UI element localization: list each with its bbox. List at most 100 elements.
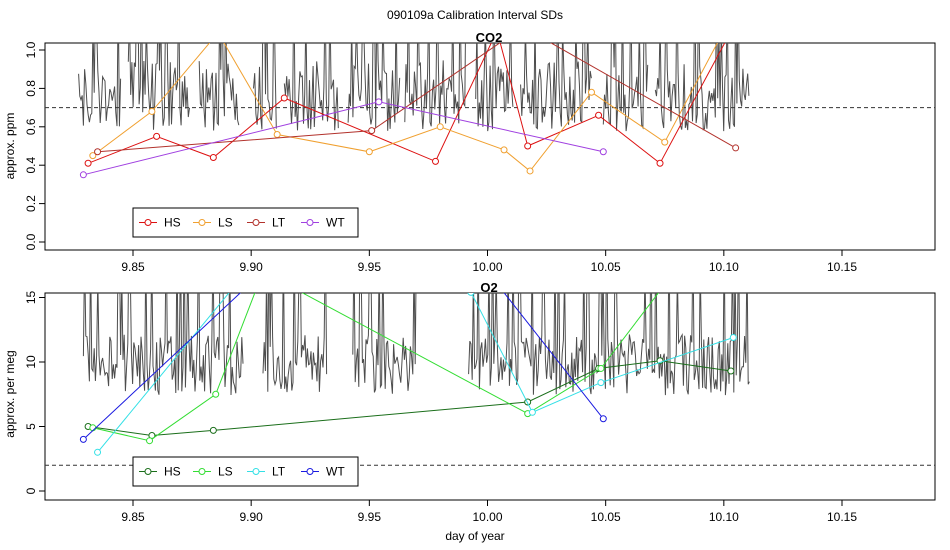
co2-legend-label-hs: HS [164,216,181,230]
co2-x-tick-label: 9.85 [121,260,145,274]
co2-trace-segment [253,43,277,130]
co2-series-ls-point [587,88,595,96]
o2-x-tick-label: 10.10 [709,510,739,524]
co2-x-tick-label: 10.00 [472,260,502,274]
co2-legend-label-ls: LS [218,216,233,230]
co2-y-tick-label: 0.0 [24,233,38,250]
co2-series-hs-point [209,154,217,162]
co2-plot-frame [44,42,936,251]
co2-series-lt-point [732,144,740,152]
o2-x-tick-label: 9.95 [358,510,382,524]
x-axis-label: day of year [445,529,504,543]
o2-x-tick-label: 10.05 [591,510,621,524]
co2-series-ls-point [273,130,281,138]
co2-trace-segment [283,43,339,131]
o2-x-tick-label: 9.90 [239,510,263,524]
co2-series-ls-point [148,107,156,115]
o2-y-tick-label: 10 [24,355,38,369]
co2-legend-marker-ls [198,219,206,226]
co2-y-tick-label: 0.6 [24,118,38,135]
o2-y-axis-label: approx. per meg [3,350,17,437]
o2-legend-label-hs: HS [164,465,181,479]
o2-series-lt-point [94,448,102,456]
o2-series-ls-line [92,293,659,442]
co2-x-tick-label: 10.10 [709,260,739,274]
o2-y-tick-label: 0 [24,487,38,494]
co2-plot-area [45,24,935,179]
co2-series-ls-point [721,28,727,34]
o2-series-lt-point [729,333,737,341]
o2-series-wt-point [79,435,87,443]
o2-panel-title: O2 [480,280,497,295]
co2-series-hs-point [432,157,440,165]
o2-series-ls-point [697,282,703,288]
o2-series-ls-point [597,364,605,372]
co2-trace-segment [198,43,240,131]
o2-legend-box [132,456,359,487]
co2-series-hs-line [87,43,726,165]
o2-legend-marker-hs [144,468,152,475]
co2-series-wt-point [79,171,87,179]
co2-series-hs-point [153,132,161,140]
o2-series-wt-line [83,293,604,440]
co2-series-ls-point [365,148,373,156]
o2-series-ls-point [146,437,154,445]
o2-series-hs-point [727,367,735,375]
o2-plot-area [45,282,935,466]
co2-legend-marker-hs [144,219,152,226]
o2-legend-marker-lt [252,468,260,475]
co2-x-tick-label: 10.05 [591,260,621,274]
co2-x-tick-label: 9.95 [358,260,382,274]
co2-series-ls-point [500,146,508,154]
co2-y-tick-label: 0.4 [24,157,38,174]
co2-trace-segment [347,43,401,131]
o2-y-tick-label: 5 [24,423,38,430]
o2-trace-segment [468,293,750,396]
co2-y-tick-label: 0.8 [24,80,38,97]
co2-series-lt-line [97,43,736,153]
o2-series-lt-line [97,293,734,453]
o2-x-tick-label: 10.15 [827,510,857,524]
o2-legend-label-ls: LS [218,465,233,479]
co2-series-hs-point [524,142,532,150]
co2-trace-segment [602,43,649,132]
co2-trace-segment [654,43,750,132]
o2-plot-frame [44,292,936,501]
co2-series-wt-point [599,148,607,156]
co2-series-hs-point [595,111,603,119]
co2-series-hs-point [656,159,664,167]
co2-series-wt-point [375,98,383,106]
co2-series-lt-point [520,24,526,30]
o2-trace-segment [352,293,417,394]
o2-panel: O2 approx. per meg 9.85 9.90 9.95 10.00 10.0… [3,280,936,524]
co2-legend-box [132,207,359,238]
o2-legend-marker-ls [198,468,206,475]
o2-y-tick-label: 15 [24,291,38,305]
co2-series-lt-point [94,148,102,156]
co2-legend-label-lt: LT [272,216,286,230]
o2-trace-segment [262,293,328,393]
co2-y-tick-label: 1.0 [24,41,38,58]
co2-series-ls-point [89,152,97,160]
o2-legend-marker-wt [306,468,314,475]
o2-series-ls-point [89,424,97,432]
co2-panel-title: CO2 [476,30,503,45]
o2-series-hs-point [209,426,217,434]
co2-y-axis-label: approx. ppm [3,113,17,180]
o2-series-wt-point [599,415,607,423]
co2-trace-segment [404,43,466,130]
co2-trace-segment [78,43,122,127]
co2-series-lt-point [368,127,376,135]
co2-series-hs-point [280,94,288,102]
co2-x-tick-label: 9.90 [239,260,263,274]
o2-series-ls-point [662,282,668,288]
co2-series-ls-point [526,167,534,175]
co2-series-ls-point [661,138,669,146]
figure-title: 090109a Calibration Interval SDs [387,8,563,22]
o2-trace-segment [82,293,244,396]
o2-series-lt-point [528,408,536,416]
co2-trace-segment [475,43,514,132]
co2-legend-marker-lt [252,219,260,226]
o2-x-tick-label: 9.85 [121,510,145,524]
